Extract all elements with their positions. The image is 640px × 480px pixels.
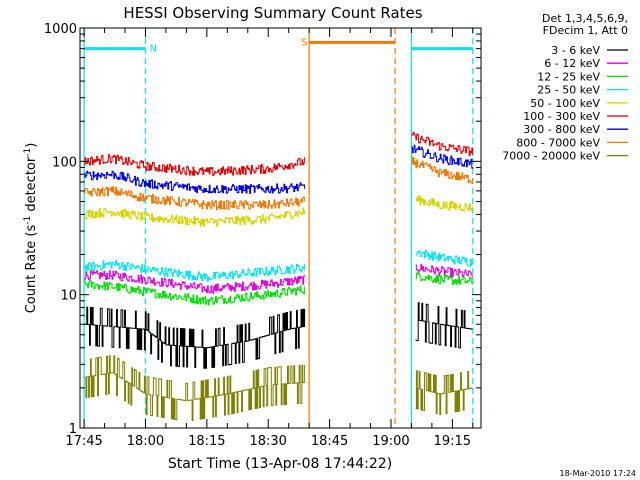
legend-label-7: 800 - 7000 keV [516,136,600,149]
series-8-segment-1 [84,355,306,421]
series-0-segment-2 [415,302,473,349]
series-6-segment-2 [411,144,474,169]
vertical-markers [83,28,474,428]
series-6-segment-1 [84,170,306,194]
series-0-segment-1 [84,306,306,369]
series-2-segment-2 [415,271,473,285]
x-tick-label-2: 18:15 [188,434,225,449]
series-8-segment-2 [415,370,473,416]
series-3-segment-2 [415,249,473,267]
legend-label-1: 6 - 12 keV [544,57,600,70]
x-tick-label-0: 17:45 [65,434,102,449]
flag-label-1: S [301,37,307,48]
legend: Det 1,3,4,5,6,9,FDecim 1, Att 0 3 - 6 keV… [502,12,628,163]
series-2-segment-1 [84,279,306,306]
flag-label-0: N [149,44,156,55]
legend-label-6: 300 - 800 keV [523,123,600,136]
series-1-segment-1 [84,270,306,294]
series-1-segment-2 [415,264,473,279]
legend-label-5: 100 - 300 keV [523,110,600,123]
y-tick-label-1: 10 [60,289,77,304]
y-tick-label-3: 1000 [44,22,77,37]
legend-label-2: 12 - 25 keV [537,70,600,83]
legend-header-1: FDecim 1, Att 0 [543,24,628,37]
x-axis-label: Start Time (13-Apr-08 17:44:22) [168,456,392,472]
x-tick-label-3: 18:30 [249,434,286,449]
series-5-segment-2 [411,131,474,157]
series-7-segment-2 [411,156,474,184]
series-4-segment-1 [84,207,306,227]
y-axis: 1 10 100 1000 [44,22,481,437]
series-5-segment-1 [84,154,306,176]
y-tick-label-2: 100 [52,155,77,170]
x-tick-label-6: 19:15 [434,434,471,449]
legend-label-3: 25 - 50 keV [537,84,600,97]
legend-label-4: 50 - 100 keV [530,97,600,110]
plot-frame [79,27,482,429]
chart-title: HESSI Observing Summary Count Rates [123,4,422,22]
x-axis: 17:45 18:00 18:15 18:30 18:45 19:00 19:15 [65,28,474,449]
series-7-segment-1 [84,186,306,211]
x-tick-label-4: 18:45 [311,434,348,449]
series-3-segment-1 [84,260,306,282]
y-axis-label: Count Rate (s-1 detector-1) [23,143,39,314]
x-tick-label-5: 19:00 [372,434,409,449]
x-tick-label-1: 18:00 [127,434,164,449]
observing-flags: NS [84,37,473,55]
legend-label-0: 3 - 6 keV [551,44,600,57]
y-tick-label-0: 1 [69,422,77,437]
legend-header-0: Det 1,3,4,5,6,9, [542,12,628,25]
series-layer [84,131,474,421]
series-4-segment-2 [415,195,473,212]
footer-date: 18-Mar-2010 17:24 [560,469,637,478]
legend-label-8: 7000 - 20000 keV [502,150,600,163]
